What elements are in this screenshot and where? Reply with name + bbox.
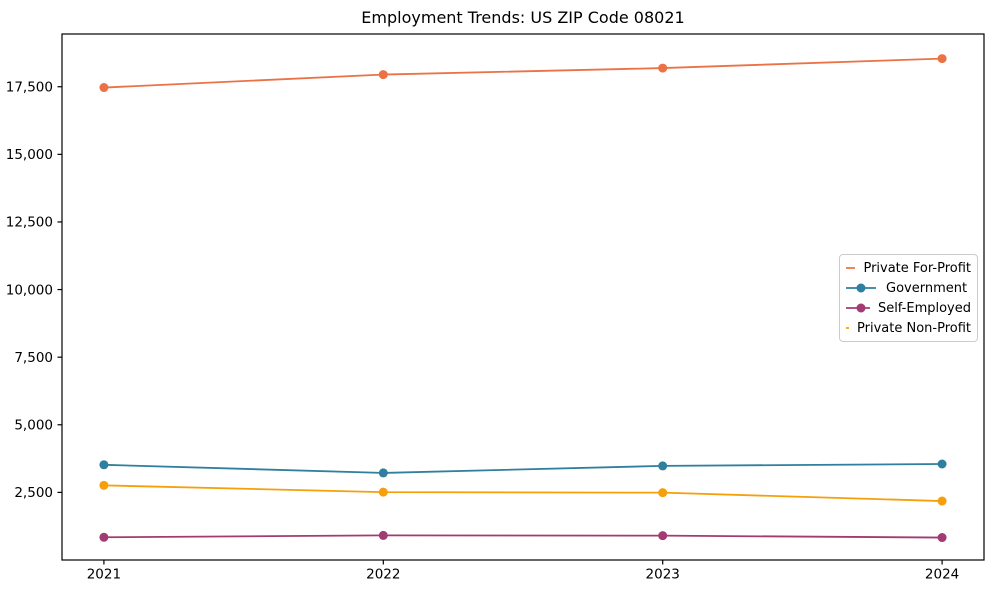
legend-item-self-employed: Self-Employed — [844, 298, 971, 318]
data-point-private-for-profit-2021 — [99, 83, 109, 93]
legend-item-private-for-profit: Private For-Profit — [844, 258, 971, 278]
series-private-non-profit — [99, 480, 947, 506]
x-tick-label-2024: 2024 — [925, 567, 959, 583]
y-tick-label: 10,000 — [6, 282, 53, 298]
y-tick-label: 7,500 — [14, 350, 53, 366]
data-point-self-employed-2021 — [99, 532, 109, 542]
series-line-private-non-profit — [103, 484, 943, 502]
y-tick-label: 15,000 — [6, 147, 53, 163]
legend-marker-private-for-profit — [846, 267, 856, 269]
data-point-private-for-profit-2023 — [658, 63, 668, 73]
data-point-self-employed-2023 — [658, 531, 668, 541]
x-tick-label-2021: 2021 — [87, 567, 121, 583]
data-point-government-2022 — [378, 468, 388, 478]
legend: Private For-Profit Government Self-Employe… — [839, 254, 978, 342]
legend-item-government: Government — [844, 278, 971, 298]
y-tick-label: 17,500 — [6, 79, 53, 95]
data-point-private-non-profit-2021 — [99, 480, 109, 490]
data-point-self-employed-2024 — [937, 533, 947, 543]
data-point-government-2024 — [937, 459, 947, 469]
legend-label-private-for-profit: Private For-Profit — [863, 260, 971, 276]
series-line-private-for-profit — [103, 57, 943, 89]
plot-border — [61, 33, 985, 561]
y-tick-label: 5,000 — [14, 418, 53, 434]
y-tick-label: 12,500 — [6, 215, 53, 231]
data-point-private-non-profit-2022 — [378, 487, 388, 497]
series-self-employed — [99, 530, 947, 543]
legend-label-government: Government — [886, 280, 968, 296]
legend-label-private-non-profit: Private Non-Profit — [857, 320, 971, 336]
x-tick-label-2022: 2022 — [366, 567, 400, 583]
data-point-government-2021 — [99, 460, 109, 470]
legend-marker-government — [846, 283, 876, 293]
data-point-private-non-profit-2024 — [937, 496, 947, 506]
series-line-government — [103, 463, 943, 474]
data-point-private-for-profit-2024 — [937, 54, 947, 64]
chart-title: Employment Trends: US ZIP Code 08021 — [361, 8, 685, 27]
series-government — [99, 459, 947, 478]
legend-marker-self-employed — [846, 303, 870, 313]
series-private-for-profit — [99, 54, 947, 93]
y-tick-label: 2,500 — [14, 485, 53, 501]
legend-item-private-non-profit: Private Non-Profit — [844, 318, 971, 338]
data-point-self-employed-2022 — [378, 530, 388, 540]
x-tick-label-2023: 2023 — [646, 567, 680, 583]
y-axis: 2,500 5,000 7,500 10,000 12,500 15,000 17,500 — [6, 79, 62, 501]
data-point-government-2023 — [658, 461, 668, 471]
x-axis: 2021 2022 2023 2024 — [87, 560, 959, 583]
legend-label-self-employed: Self-Employed — [877, 300, 971, 316]
data-point-private-for-profit-2022 — [378, 70, 388, 80]
legend-marker-private-non-profit — [846, 327, 850, 329]
series-line-self-employed — [103, 534, 943, 539]
data-point-private-non-profit-2023 — [658, 488, 668, 498]
